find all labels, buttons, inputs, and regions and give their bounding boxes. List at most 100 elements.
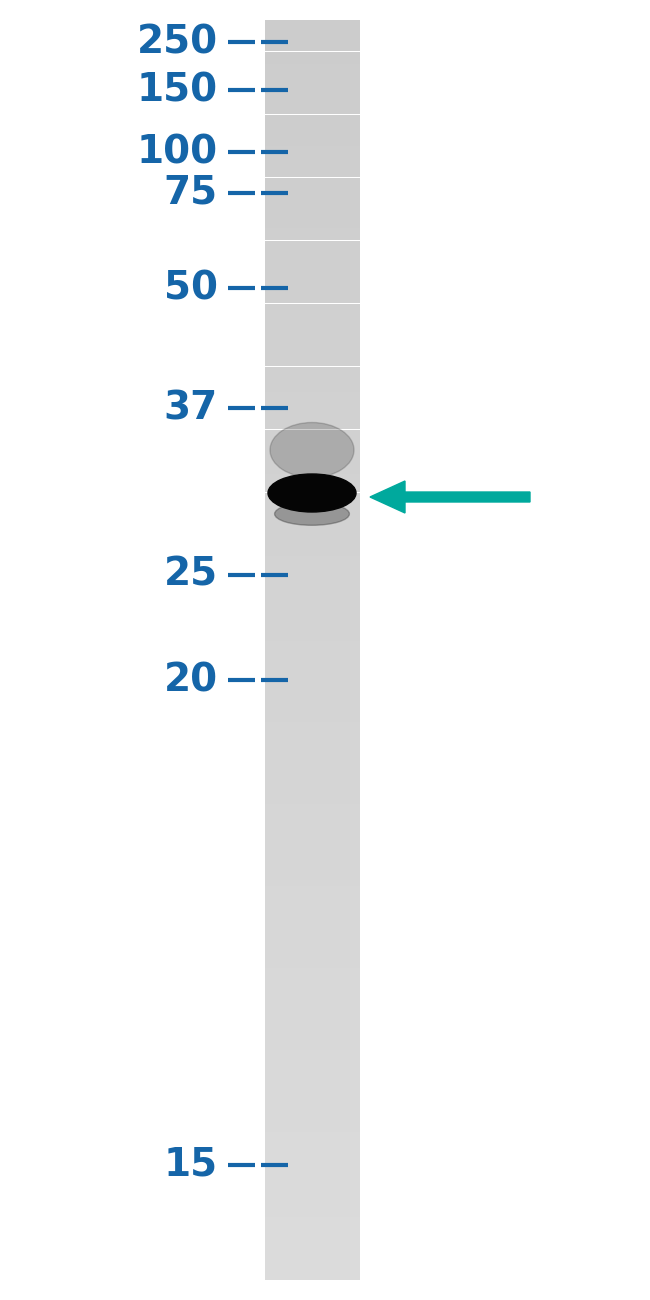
- Bar: [265, 23, 360, 26]
- Bar: [265, 156, 360, 159]
- Bar: [265, 628, 360, 630]
- Bar: [265, 927, 360, 931]
- Bar: [265, 1243, 360, 1245]
- Bar: [265, 807, 360, 811]
- Text: 25: 25: [164, 556, 218, 594]
- Bar: [265, 794, 360, 798]
- Bar: [265, 114, 360, 118]
- Bar: [265, 1277, 360, 1280]
- Bar: [265, 307, 360, 309]
- Bar: [265, 946, 360, 949]
- Bar: [265, 659, 360, 663]
- Bar: [265, 1157, 360, 1161]
- Bar: [265, 1236, 360, 1239]
- Bar: [265, 260, 360, 263]
- Ellipse shape: [270, 422, 354, 477]
- Bar: [265, 663, 360, 666]
- Bar: [265, 1161, 360, 1164]
- Bar: [265, 1040, 360, 1044]
- Bar: [265, 269, 360, 272]
- Bar: [265, 987, 360, 991]
- Bar: [265, 92, 360, 96]
- Bar: [265, 741, 360, 745]
- Bar: [265, 511, 360, 515]
- Bar: [265, 298, 360, 300]
- Bar: [265, 347, 360, 351]
- Bar: [265, 1106, 360, 1110]
- Bar: [265, 515, 360, 517]
- Bar: [265, 1166, 360, 1170]
- Bar: [265, 978, 360, 980]
- Text: 100: 100: [137, 133, 218, 172]
- Bar: [265, 168, 360, 172]
- Bar: [265, 1050, 360, 1053]
- Bar: [265, 30, 360, 32]
- Text: 37: 37: [164, 389, 218, 426]
- Bar: [265, 358, 360, 360]
- Bar: [265, 845, 360, 849]
- Bar: [265, 697, 360, 701]
- Bar: [265, 905, 360, 909]
- Bar: [265, 407, 360, 411]
- Bar: [265, 395, 360, 398]
- Bar: [265, 599, 360, 603]
- Bar: [265, 543, 360, 546]
- Text: 150: 150: [137, 72, 218, 109]
- Bar: [265, 723, 360, 725]
- Bar: [265, 1028, 360, 1031]
- Bar: [265, 732, 360, 734]
- Bar: [265, 874, 360, 876]
- Bar: [265, 751, 360, 754]
- Bar: [265, 351, 360, 354]
- Bar: [265, 369, 360, 373]
- Bar: [265, 849, 360, 852]
- Bar: [265, 864, 360, 867]
- Bar: [265, 701, 360, 703]
- Bar: [265, 911, 360, 915]
- Bar: [265, 433, 360, 436]
- Bar: [265, 174, 360, 178]
- Bar: [265, 958, 360, 962]
- Bar: [265, 1154, 360, 1157]
- Bar: [265, 313, 360, 316]
- Bar: [265, 203, 360, 205]
- Bar: [265, 770, 360, 772]
- Bar: [265, 984, 360, 987]
- Bar: [265, 1195, 360, 1199]
- Bar: [265, 218, 360, 221]
- Bar: [265, 590, 360, 593]
- Bar: [265, 805, 360, 807]
- Bar: [265, 1199, 360, 1201]
- Bar: [265, 549, 360, 552]
- Bar: [265, 130, 360, 134]
- Bar: [265, 729, 360, 732]
- Bar: [265, 183, 360, 187]
- Bar: [265, 798, 360, 801]
- Bar: [265, 303, 360, 307]
- Bar: [265, 694, 360, 697]
- Bar: [265, 1148, 360, 1150]
- Bar: [265, 896, 360, 898]
- Bar: [265, 209, 360, 212]
- Bar: [265, 52, 360, 55]
- Bar: [265, 429, 360, 433]
- Bar: [265, 842, 360, 845]
- Bar: [265, 801, 360, 805]
- Bar: [265, 836, 360, 838]
- Bar: [265, 615, 360, 619]
- Bar: [265, 118, 360, 121]
- Bar: [265, 1217, 360, 1221]
- Bar: [265, 282, 360, 285]
- Bar: [265, 1183, 360, 1186]
- Bar: [265, 725, 360, 729]
- Bar: [265, 783, 360, 785]
- Bar: [265, 1046, 360, 1050]
- Bar: [265, 445, 360, 448]
- Bar: [265, 316, 360, 320]
- Bar: [265, 918, 360, 920]
- Bar: [265, 1268, 360, 1270]
- Bar: [265, 385, 360, 389]
- Bar: [265, 35, 360, 39]
- Bar: [265, 679, 360, 681]
- Bar: [265, 1066, 360, 1069]
